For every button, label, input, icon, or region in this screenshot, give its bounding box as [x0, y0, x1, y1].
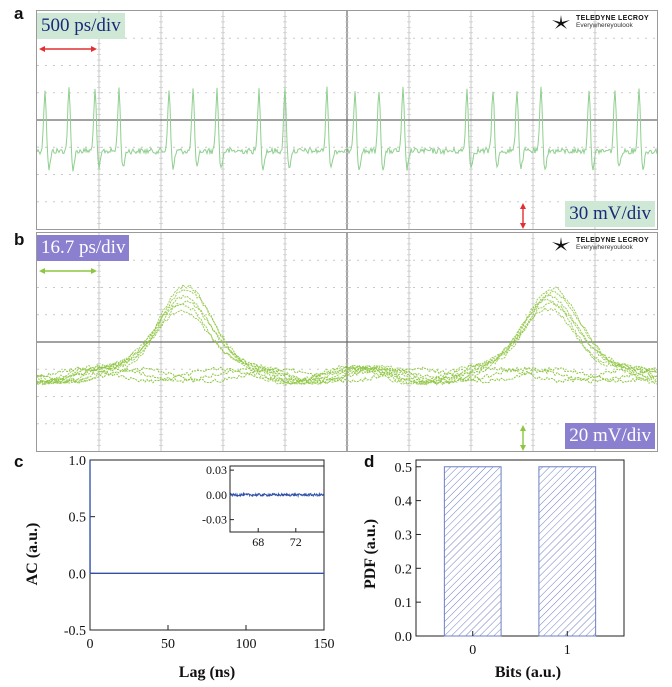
arrow-head-right [91, 46, 97, 52]
panel-letter-a: a [14, 4, 24, 23]
timebase-label-b: 16.7 ps/div [37, 235, 130, 261]
teledyne-logo-icon [552, 237, 571, 251]
scope-grid [37, 11, 657, 229]
y-tick-label: 0.1 [395, 596, 413, 611]
chart-c-ylabel: AC (a.u.) [24, 522, 41, 586]
y-tick-label: 0.3 [395, 528, 413, 543]
teledyne-logo-icon [552, 15, 571, 29]
arrow-head-right [91, 268, 97, 274]
eye-trace [37, 306, 657, 386]
ac-series-line [89, 459, 324, 574]
inset-series-line [229, 491, 325, 498]
logo-tagline: Everywhereyoulook [576, 244, 633, 251]
y-tick-label: 0.5 [395, 461, 413, 476]
eye-baseline-trace [37, 366, 657, 384]
pdf-chart: 0 1 0.0 0.1 0.2 0.3 0.4 0.5 [395, 459, 625, 658]
teledyne-logo-b: TELEDYNE LECROY Everywhereyoulook [552, 237, 649, 251]
autocorrelation-chart: 0 50 100 150 -0.5 0.0 0.5 1.0 68 72 -0.03 0.00 0.03 [64, 454, 335, 652]
panel-letter-b: b [14, 230, 25, 249]
panel-letter-d: d [364, 452, 375, 471]
inset-y-tick-label: 0.03 [206, 463, 227, 477]
scope-b-canvas [37, 233, 657, 451]
y-tick-label: 0.4 [395, 495, 413, 510]
inset-y-tick-label: -0.03 [202, 513, 227, 527]
x-tick-label: 100 [236, 637, 257, 652]
arrow-head-up [520, 203, 526, 209]
vscale-label-a: 30 mV/div [565, 201, 655, 227]
bar-0 [443, 466, 502, 637]
chart-d-ylabel-wrap: PDF (a.u.) [356, 470, 386, 640]
scope-a-canvas [37, 11, 657, 229]
arrow-head-left [39, 268, 45, 274]
y-tick-label: 0.0 [69, 567, 87, 582]
y-tick-label: 0.5 [69, 511, 87, 526]
vscale-label-b: 20 mV/div [565, 423, 655, 449]
scope-grid [37, 233, 657, 451]
logo-brand: TELEDYNE LECROY [576, 237, 649, 244]
inset-frame [229, 465, 325, 533]
logo-brand: TELEDYNE LECROY [576, 15, 649, 22]
chart-c-ylabel-wrap: AC (a.u.) [18, 470, 48, 640]
eye-trace [37, 283, 657, 386]
y-tick-label: 0.2 [395, 562, 413, 577]
oscilloscope-trace-a: 500 ps/div 30 mV/div TELEDYNE LECROY Eve… [36, 10, 658, 230]
eye-trace [37, 294, 657, 386]
chart-d-xlabel: Bits (a.u.) [494, 664, 562, 681]
logo-tagline: Everywhereyoulook [576, 22, 633, 29]
x-tick-label: 50 [161, 637, 175, 652]
y-tick-label: -0.5 [64, 624, 86, 639]
eye-trace [37, 288, 657, 386]
plot-frame [415, 459, 625, 637]
panel-letter-c: c [14, 452, 24, 471]
teledyne-logo-a: TELEDYNE LECROY Everywhereyoulook [552, 15, 649, 29]
y-tick-label: 0.0 [395, 630, 413, 645]
x-tick-label: 0 [87, 637, 94, 652]
chart-d-ylabel: PDF (a.u.) [362, 518, 379, 590]
x-tick-label: 0 [469, 643, 476, 658]
y-tick-label: 1.0 [69, 454, 87, 469]
arrow-head-down [520, 445, 526, 451]
arrow-head-left [39, 46, 45, 52]
eye-baseline-trace [37, 366, 657, 384]
chart-c-xlabel: Lag (ns) [178, 664, 236, 681]
timebase-label-a: 500 ps/div [37, 13, 125, 39]
x-tick-label: 1 [564, 643, 571, 658]
x-tick-label: 150 [314, 637, 335, 652]
oscilloscope-trace-b: 16.7 ps/div 20 mV/div TELEDYNE LECROY Ev… [36, 232, 658, 452]
inset-x-tick-label: 68 [252, 535, 264, 549]
arrow-head-down [520, 223, 526, 229]
eye-trace [37, 298, 657, 386]
inset-y-tick-label: 0.00 [206, 488, 227, 502]
arrow-head-up [520, 425, 526, 431]
inset-x-tick-label: 72 [290, 535, 302, 549]
bar-1 [538, 466, 597, 637]
signal-trace [37, 86, 657, 172]
eye-baseline-trace [37, 366, 657, 384]
